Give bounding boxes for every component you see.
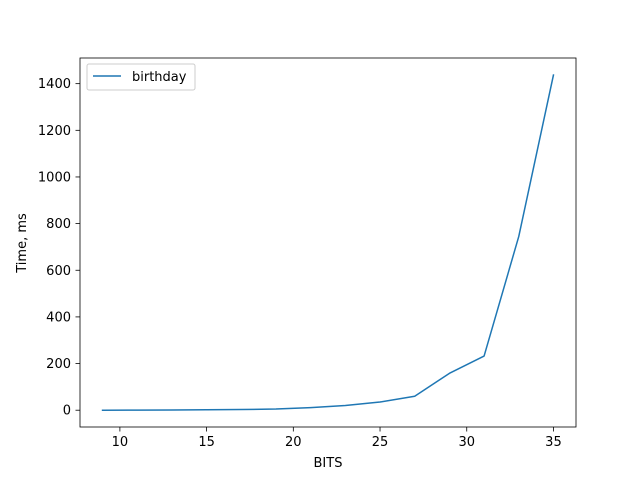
x-tick-label-20: 20 [285,435,302,450]
x-tick-label-30: 30 [458,435,475,450]
y-tick-label-400: 400 [46,310,71,325]
y-tick-label-1000: 1000 [38,170,71,185]
x-tick-label-35: 35 [545,435,562,450]
legend-label-birthday: birthday [132,70,187,85]
y-tick-label-1400: 1400 [38,77,71,92]
y-tick-label-600: 600 [46,264,71,279]
x-tick-label-15: 15 [198,435,215,450]
y-axis-label: Time, ms [15,213,30,274]
x-axis-label: BITS [314,456,343,471]
y-tick-label-800: 800 [46,217,71,232]
y-tick-label-200: 200 [46,357,71,372]
series-layer [101,74,555,411]
legend-box [86,63,196,91]
x-tick-label-25: 25 [372,435,389,450]
plot-frame [79,57,577,428]
x-tick-label-10: 10 [112,435,129,450]
series-line-birthday [101,74,555,411]
axes-layer: 10 15 20 25 30 35 0 200 400 600 800 1000 1200 1400 [38,57,577,450]
y-tick-label-0: 0 [63,404,71,419]
y-tick-label-1200: 1200 [38,124,71,139]
legend: birthday [86,63,196,91]
